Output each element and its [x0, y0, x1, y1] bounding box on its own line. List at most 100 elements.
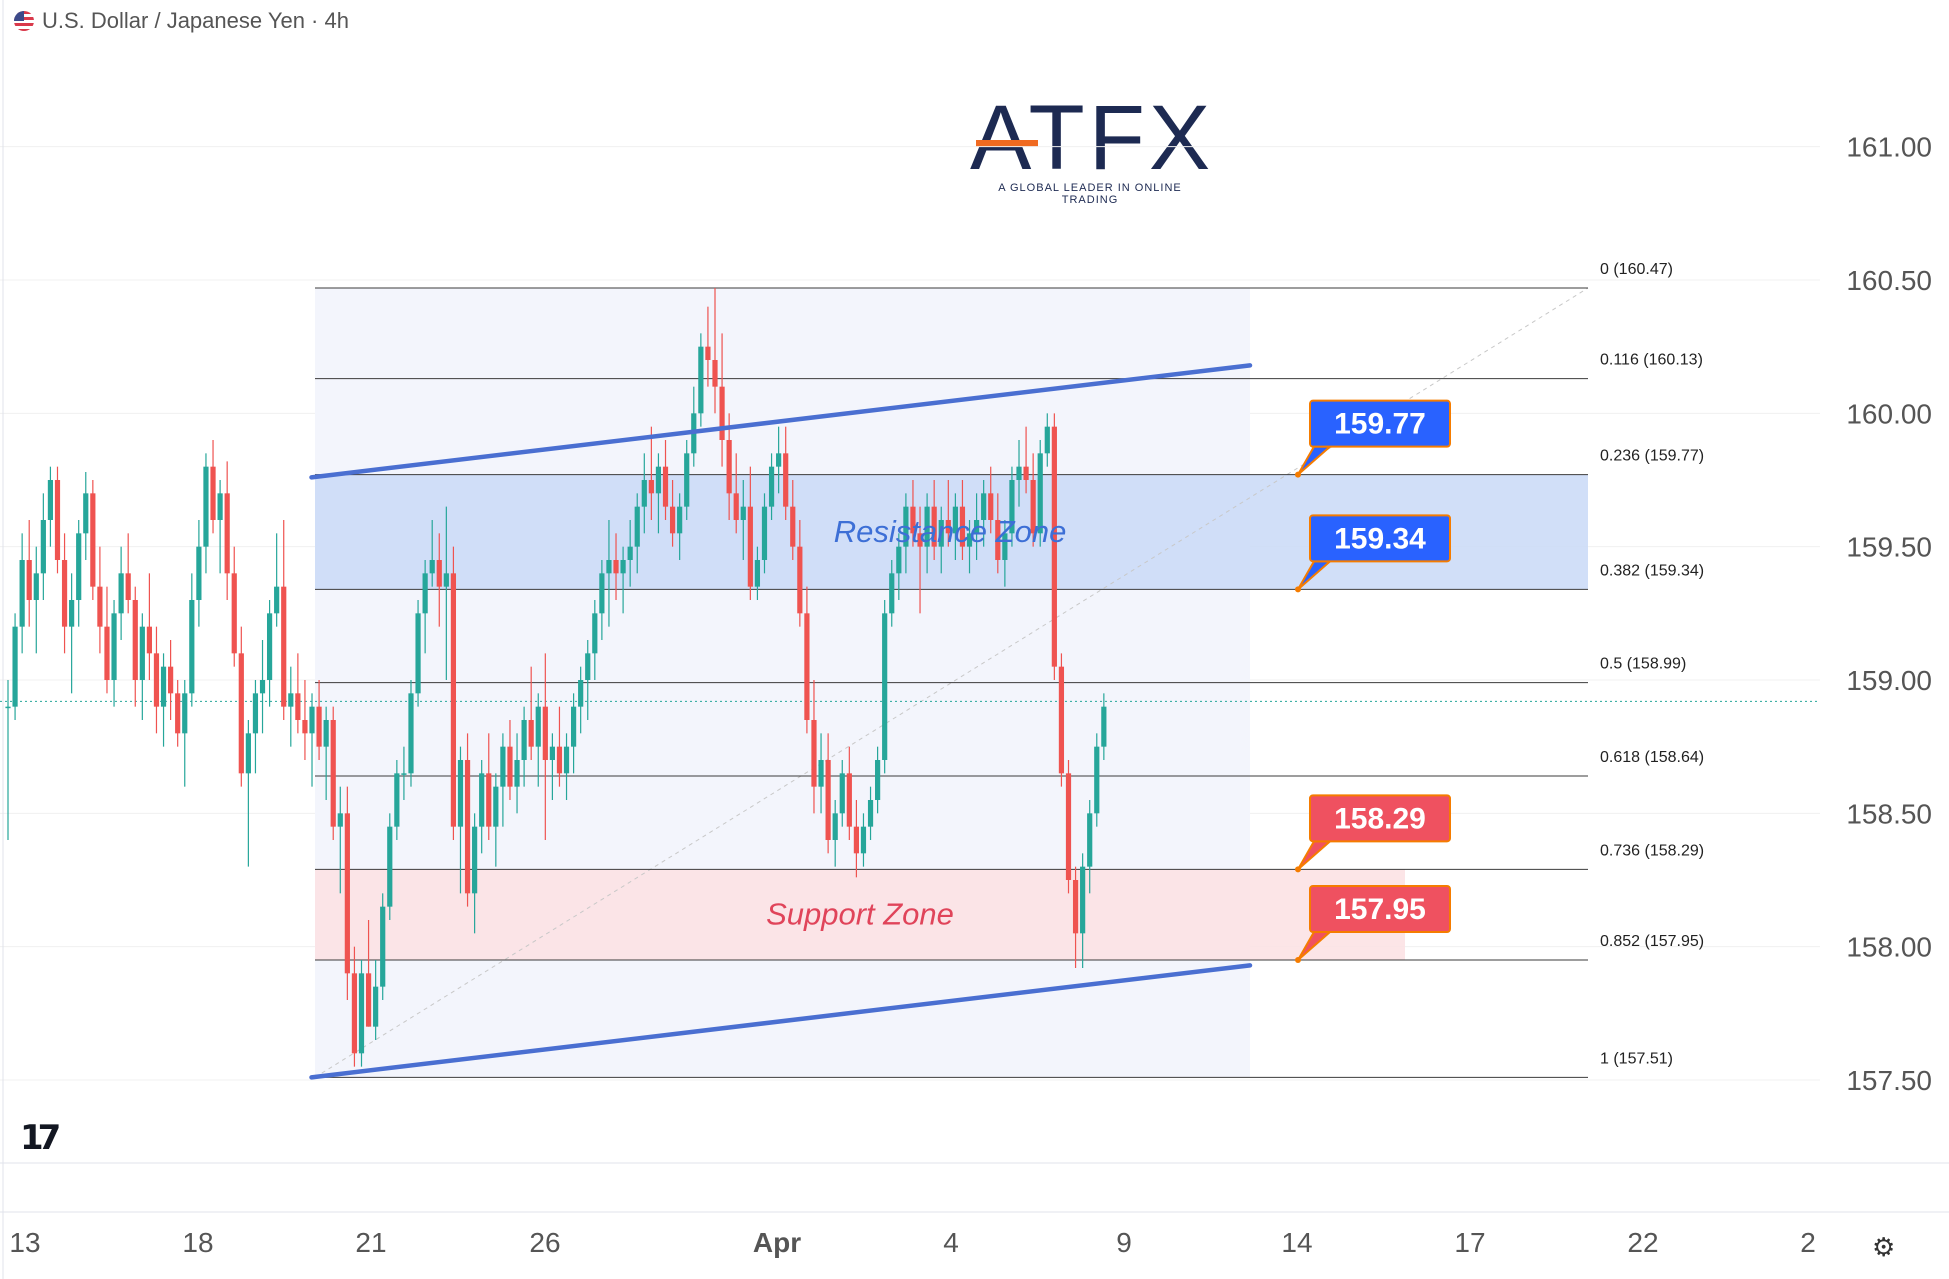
callout-anchor: [1295, 471, 1301, 478]
candle-body: [889, 573, 895, 614]
candle-body: [662, 466, 669, 507]
candle-body: [677, 506, 683, 534]
x-tick-label: 14: [1281, 1227, 1312, 1258]
price-callout-box: [1309, 399, 1451, 448]
y-tick-label: 157.50: [1846, 1065, 1932, 1096]
candle-body: [988, 493, 994, 520]
candle-body: [12, 626, 18, 707]
candle-body: [443, 573, 449, 587]
tradingview-logo[interactable]: 17: [20, 1118, 61, 1158]
candle-body: [189, 600, 195, 694]
candle-body: [351, 973, 358, 1054]
candle-body: [875, 760, 881, 800]
candle-body: [578, 680, 584, 707]
candle-body: [196, 546, 202, 600]
candle-body: [521, 720, 527, 760]
candle-body: [1037, 453, 1043, 534]
fib-level-label: 0.736 (158.29): [1600, 842, 1704, 859]
candle-body: [740, 506, 746, 520]
logo-accent-bar: [976, 140, 1038, 147]
candle-body: [203, 466, 209, 547]
candle-body: [274, 586, 280, 614]
candle-body: [231, 573, 237, 654]
price-callout-label: 159.34: [1334, 522, 1426, 555]
gear-icon[interactable]: ⚙: [1872, 1232, 1896, 1262]
candle-body: [627, 546, 633, 560]
callout-pointer: [1297, 445, 1333, 476]
candle-body: [344, 813, 350, 974]
candle-body: [238, 653, 244, 774]
candle-body: [790, 506, 796, 547]
candle-body: [153, 653, 160, 707]
callout-anchor: [1295, 586, 1301, 593]
candle-body: [754, 560, 761, 587]
support-zone: [315, 869, 1405, 960]
y-tick-label: 159.50: [1846, 532, 1932, 563]
x-tick-label: 18: [182, 1227, 213, 1258]
candle-body: [669, 506, 676, 534]
candle-body: [309, 706, 315, 734]
candle-body: [104, 626, 110, 680]
candle-body: [54, 480, 61, 560]
candle-body: [316, 706, 322, 747]
symbol-title[interactable]: U.S. Dollar / Japanese Yen · 4h: [42, 8, 349, 33]
candle-body: [26, 560, 32, 600]
candle-body: [146, 626, 152, 654]
candle-body: [549, 746, 555, 760]
candle-body: [19, 560, 25, 627]
candle-body: [83, 493, 89, 534]
candle-body: [1016, 466, 1022, 480]
callout-anchor: [1295, 957, 1301, 963]
candle-body: [486, 773, 492, 827]
candle-body: [295, 693, 301, 720]
candle-body: [910, 506, 916, 534]
candle-body: [952, 506, 958, 534]
candle-body: [563, 746, 570, 774]
candle-body: [472, 826, 478, 894]
us-flag-icon: [14, 11, 34, 31]
chart-header: U.S. Dollar / Japanese Yen · 4h: [14, 8, 349, 34]
candle-body: [924, 506, 930, 547]
candle-body: [931, 506, 937, 547]
x-tick-label: 26: [529, 1227, 560, 1258]
candle-body: [281, 586, 287, 707]
candle-body: [1051, 426, 1057, 667]
candle-body: [210, 466, 216, 520]
candle-body: [846, 773, 852, 827]
candle-body: [288, 693, 294, 707]
candle-body: [528, 720, 534, 747]
candle-body: [493, 786, 499, 827]
candle-body: [479, 773, 485, 827]
price-callout-box: [1309, 885, 1451, 933]
candle-body: [698, 346, 704, 414]
candle-body: [401, 773, 407, 775]
candle-body: [5, 706, 11, 709]
candle-body: [394, 773, 400, 827]
candle-body: [1023, 466, 1029, 480]
x-tick-label: 4: [943, 1227, 959, 1258]
lower-channel-line: [309, 963, 1253, 1080]
candle-body: [373, 986, 379, 1027]
candle-body: [811, 720, 817, 787]
y-tick-label: 161.00: [1846, 132, 1932, 163]
candle-body: [217, 493, 223, 520]
candle-body: [995, 520, 1001, 560]
candle-body: [903, 506, 909, 547]
candle-body: [132, 600, 138, 680]
candle-body: [853, 826, 859, 854]
candle-body: [69, 600, 75, 627]
candle-body: [160, 666, 167, 707]
candle-body: [252, 693, 259, 734]
y-tick-label: 160.00: [1846, 398, 1932, 429]
candle-body: [1087, 813, 1093, 867]
fib-level-label: 0.236 (159.77): [1600, 448, 1704, 465]
x-tick-label: 22: [1627, 1227, 1658, 1258]
candle-body: [655, 466, 662, 494]
candle-body: [450, 573, 457, 827]
upper-channel-line: [309, 363, 1253, 480]
candle-body: [387, 826, 393, 907]
y-tick-label: 160.50: [1846, 265, 1932, 296]
candle-body: [358, 973, 365, 1054]
candle-body: [337, 813, 343, 827]
